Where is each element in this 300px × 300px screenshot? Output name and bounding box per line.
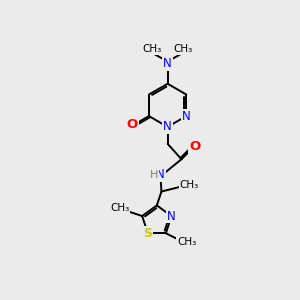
Text: CH₃: CH₃ bbox=[177, 238, 196, 248]
Text: CH₃: CH₃ bbox=[110, 203, 130, 213]
Text: CH₃: CH₃ bbox=[173, 44, 193, 54]
Text: N: N bbox=[182, 110, 191, 123]
Text: S: S bbox=[143, 227, 152, 240]
Text: O: O bbox=[190, 140, 201, 153]
Text: N: N bbox=[167, 209, 176, 223]
Text: N: N bbox=[163, 57, 172, 70]
Text: O: O bbox=[127, 118, 138, 131]
Text: N: N bbox=[156, 168, 165, 181]
Text: H: H bbox=[150, 169, 158, 180]
Text: N: N bbox=[163, 120, 172, 134]
Text: CH₃: CH₃ bbox=[142, 44, 162, 54]
Text: CH₃: CH₃ bbox=[179, 180, 199, 190]
